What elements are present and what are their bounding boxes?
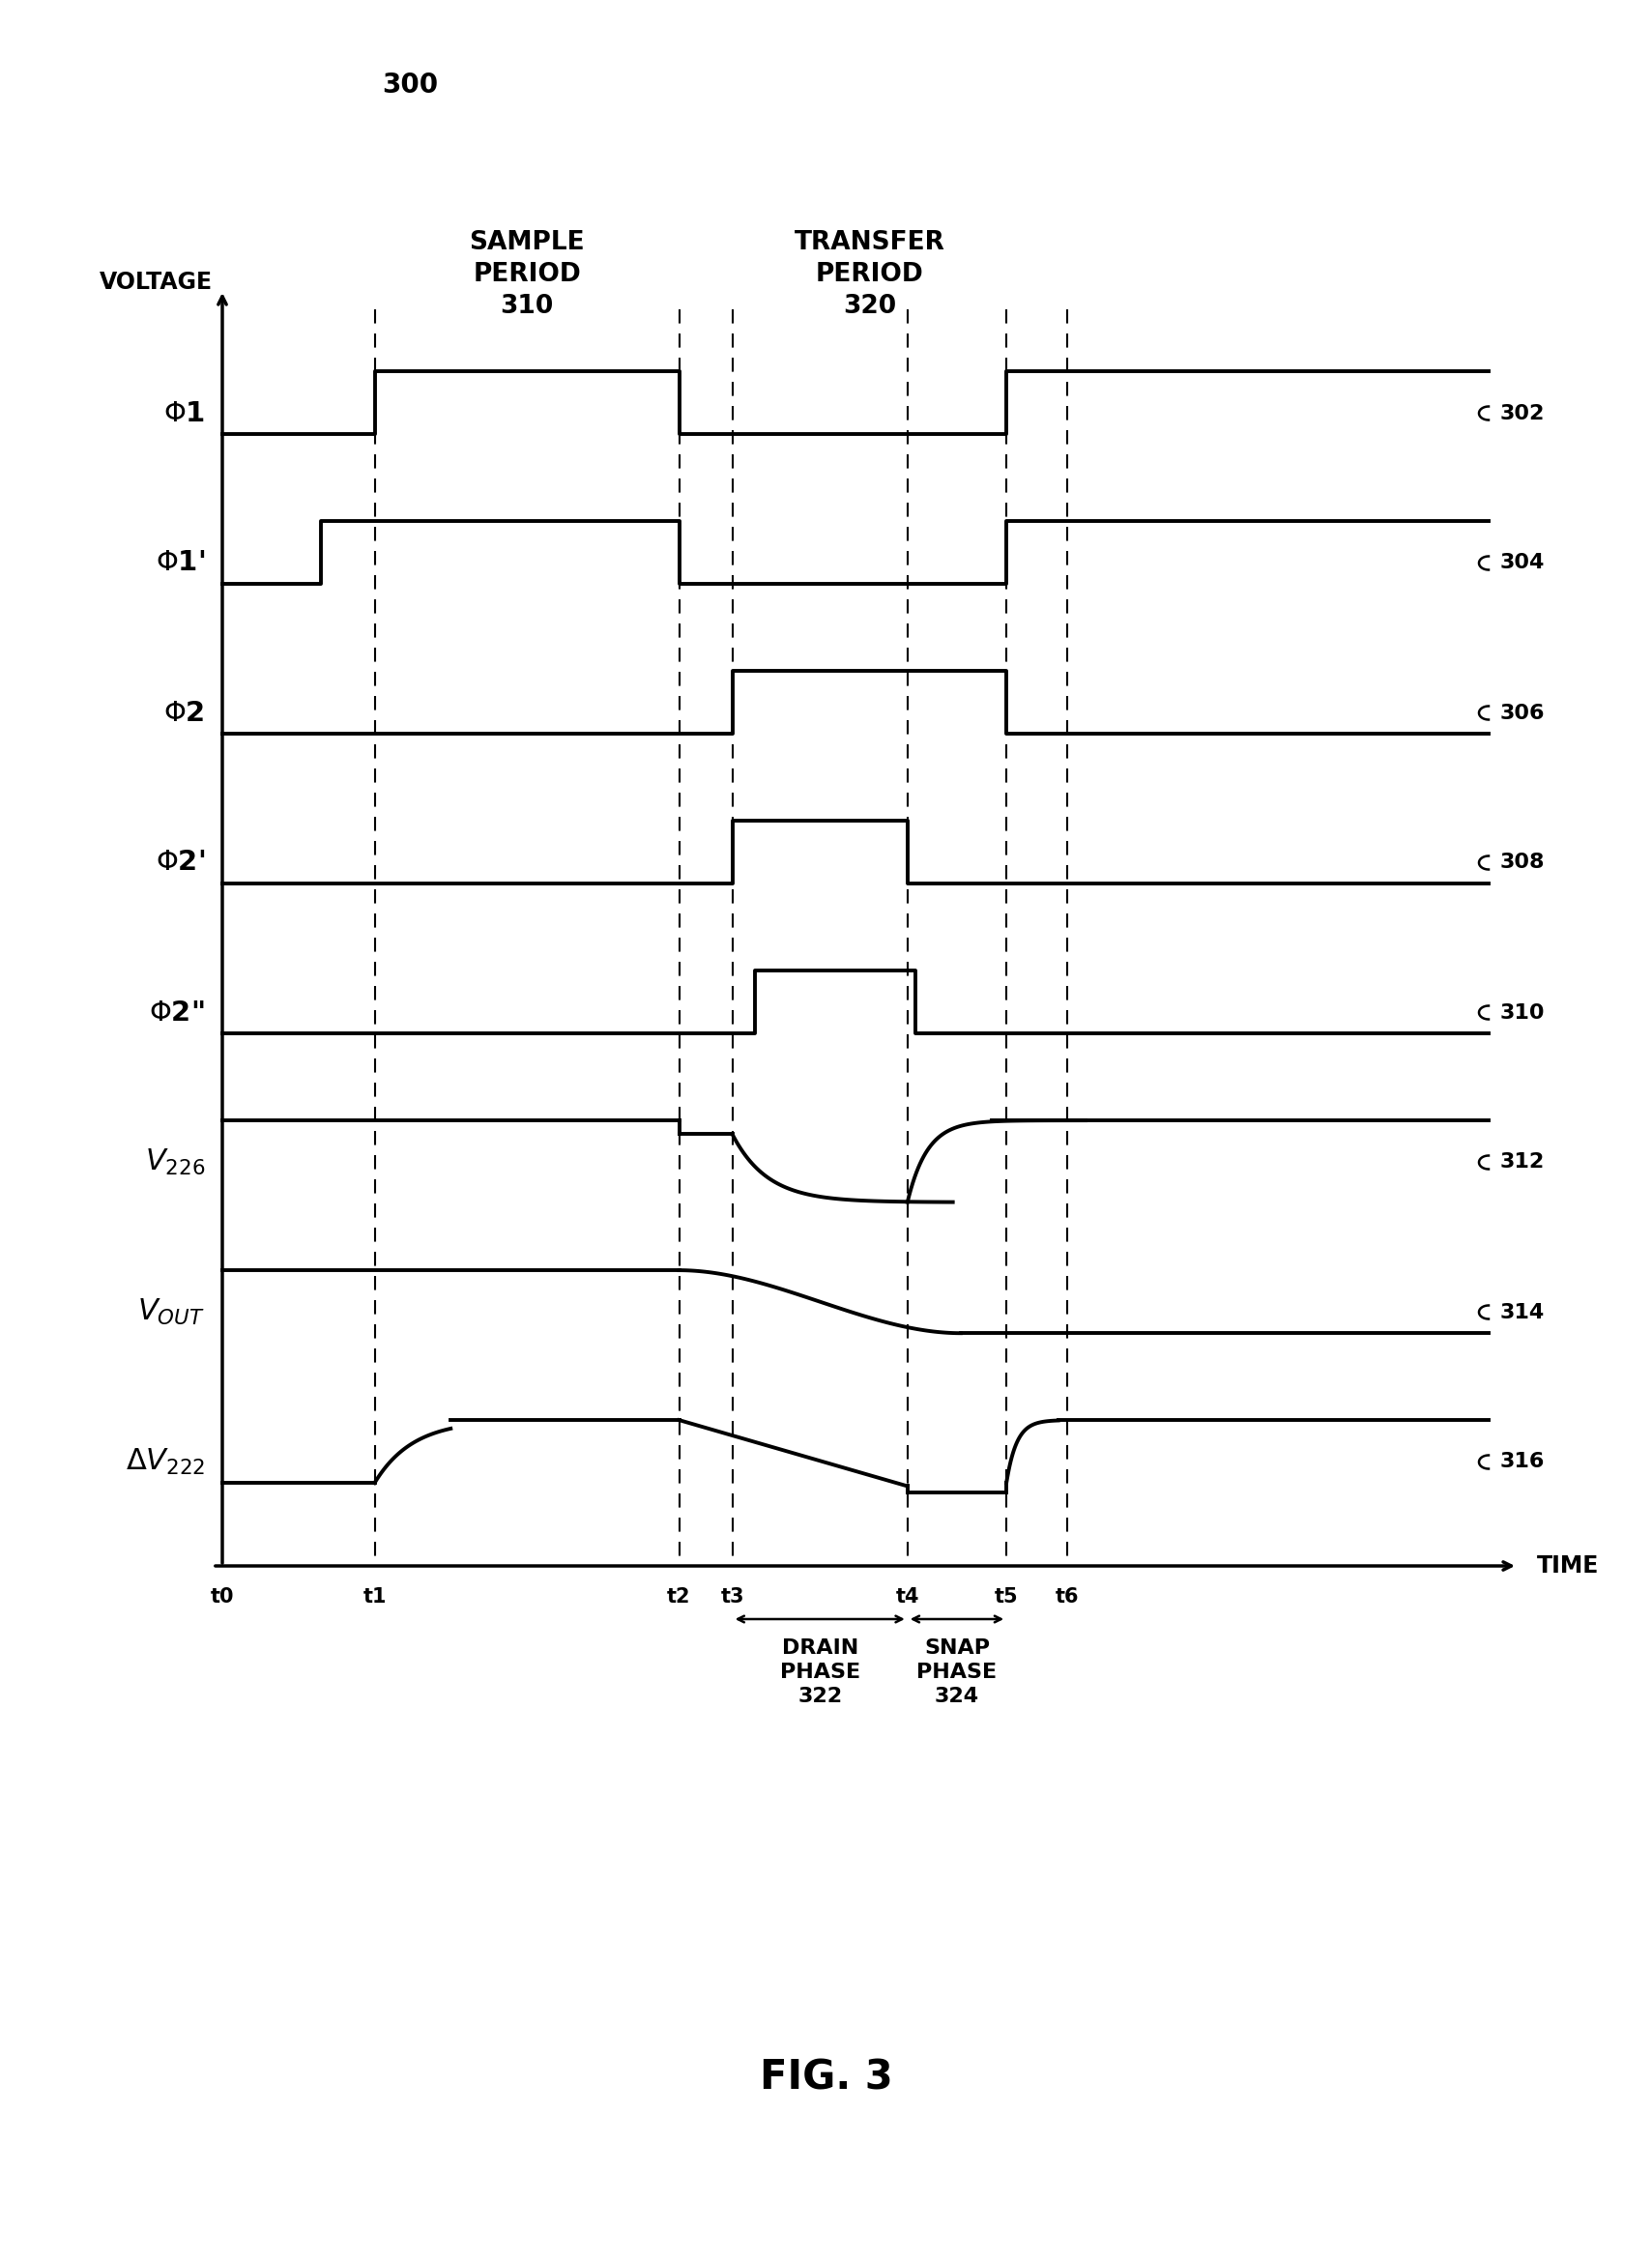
Text: t5: t5 [995, 1588, 1018, 1606]
Text: t2: t2 [667, 1588, 691, 1606]
Text: t4: t4 [895, 1588, 919, 1606]
Text: t6: t6 [1056, 1588, 1079, 1606]
Text: $\Phi$1': $\Phi$1' [155, 549, 205, 576]
Text: $V_{OUT}$: $V_{OUT}$ [137, 1297, 205, 1328]
Text: $V_{226}$: $V_{226}$ [145, 1148, 205, 1177]
Text: 302: 302 [1500, 404, 1545, 422]
Text: 312: 312 [1500, 1152, 1545, 1172]
Text: TIME: TIME [1536, 1554, 1599, 1577]
Text: t3: t3 [720, 1588, 743, 1606]
Text: 304: 304 [1500, 553, 1545, 574]
Text: DRAIN
PHASE
322: DRAIN PHASE 322 [780, 1638, 861, 1706]
Text: 308: 308 [1500, 854, 1545, 872]
Text: $\Phi$2: $\Phi$2 [164, 700, 205, 727]
Text: 314: 314 [1500, 1303, 1545, 1322]
Text: $\Phi$1: $\Phi$1 [164, 400, 205, 427]
Text: 310: 310 [1500, 1003, 1545, 1023]
Text: SNAP
PHASE
324: SNAP PHASE 324 [917, 1638, 998, 1706]
Text: $\Phi$2": $\Phi$2" [149, 998, 205, 1026]
Text: t1: t1 [363, 1588, 387, 1606]
Text: t0: t0 [210, 1588, 235, 1606]
Text: FIG. 3: FIG. 3 [760, 2058, 894, 2099]
Text: $\Phi$2': $\Phi$2' [155, 849, 205, 876]
Text: TRANSFER
PERIOD
320: TRANSFER PERIOD 320 [795, 230, 945, 319]
Text: $\Delta V_{222}$: $\Delta V_{222}$ [126, 1448, 205, 1477]
Text: VOLTAGE: VOLTAGE [99, 271, 213, 294]
Text: 316: 316 [1500, 1453, 1545, 1471]
Text: 300: 300 [382, 72, 438, 99]
Text: SAMPLE
PERIOD
310: SAMPLE PERIOD 310 [469, 230, 585, 319]
Text: 306: 306 [1500, 703, 1545, 723]
